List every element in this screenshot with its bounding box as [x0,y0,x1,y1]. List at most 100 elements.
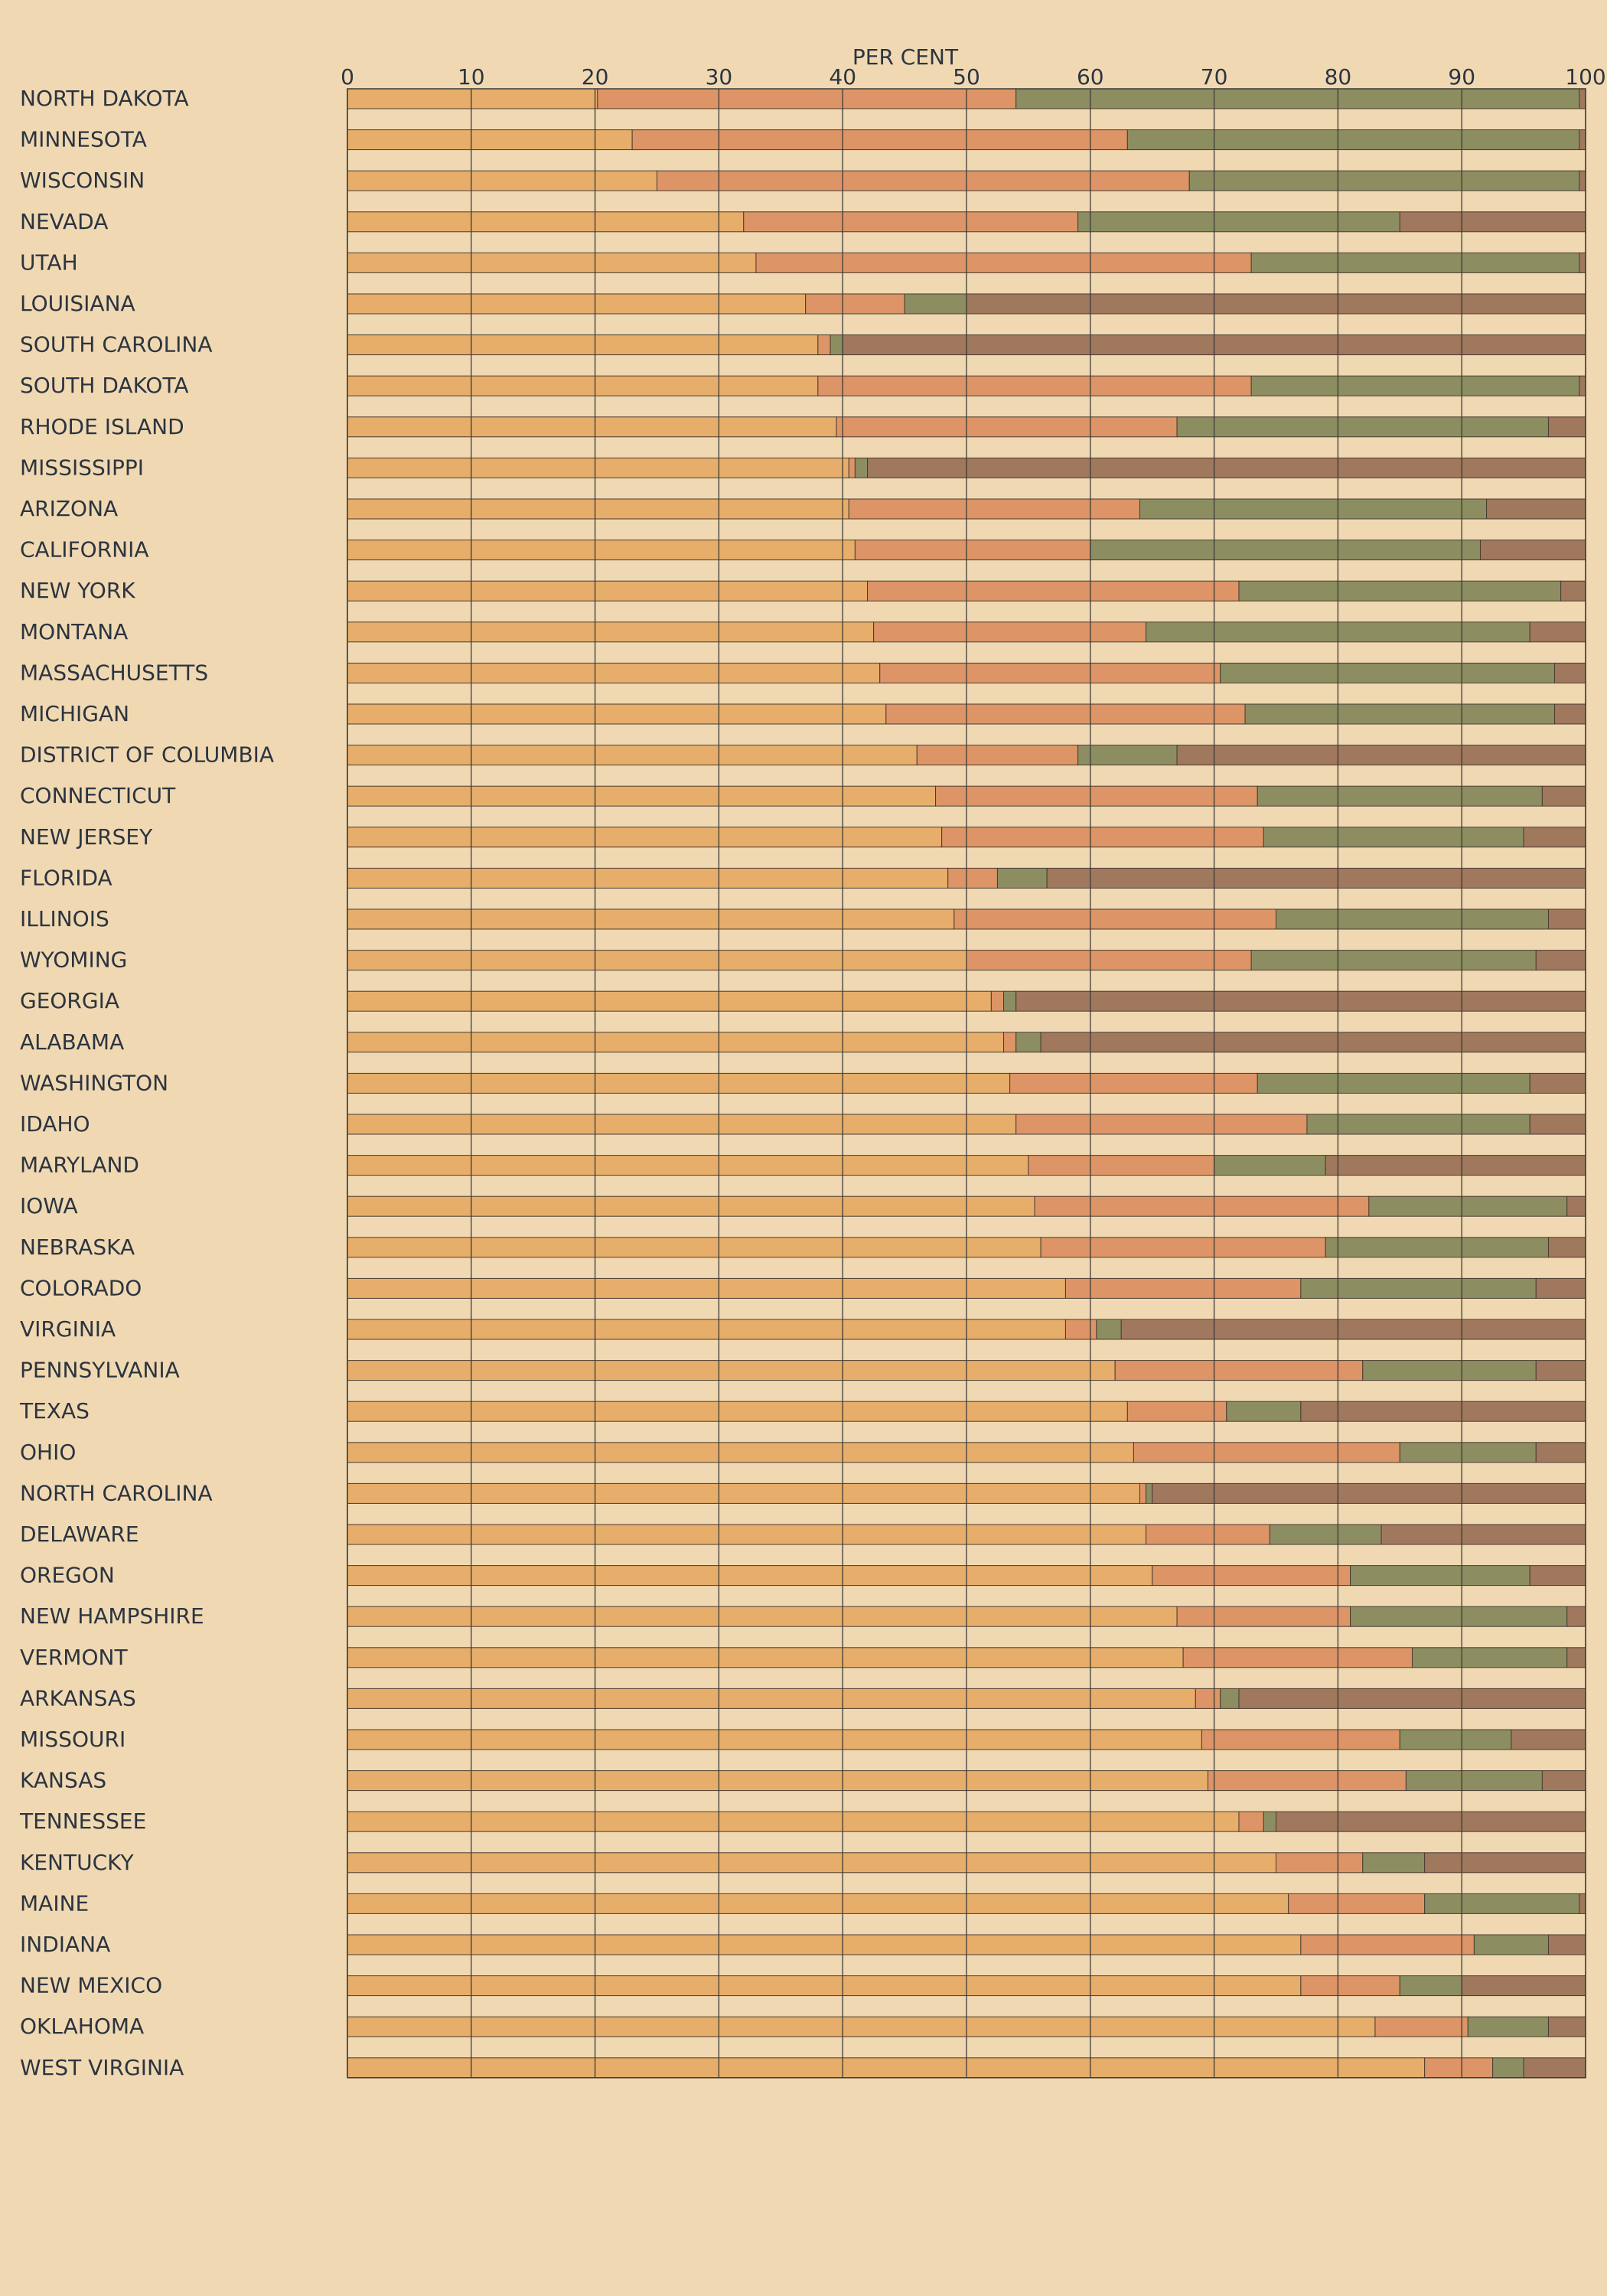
bar-segment [1362,1360,1537,1381]
bar-segment [1126,1401,1227,1422]
bar-segment [1120,1319,1586,1340]
bar-segment [1405,1770,1543,1792]
x-tick-label: 0 [341,64,354,90]
bar-segment [836,416,1178,438]
bar-segment [1473,1934,1549,1955]
state-label: RHODE ISLAND [20,414,184,439]
bar-segment [1300,1401,1586,1422]
bar-segment [1114,1360,1364,1381]
bar-segment [1541,1770,1586,1792]
bar-segment [1300,1277,1537,1299]
bar-segment [1541,785,1586,807]
state-label: ARIZONA [20,496,118,521]
bar-segment [1300,1975,1400,1997]
x-tick-label: 80 [1325,64,1352,90]
bar-segment [1276,1852,1364,1874]
state-label: DISTRICT OF COLUMBIA [20,742,274,768]
bar-segment [1096,1319,1122,1340]
bar-segment [347,1524,1147,1545]
bar-segment [879,662,1221,683]
bar-segment [1579,129,1586,151]
state-label: DELAWARE [20,1521,139,1547]
bar-segment [347,908,955,930]
bar-segment [347,1195,1035,1217]
bar-segment [347,1237,1041,1258]
bar-segment [1535,1360,1586,1381]
bar-segment [1244,703,1556,725]
state-label: NEW YORK [20,578,135,603]
state-label: PENNSYLVANIA [20,1358,180,1383]
bar-segment [347,1688,1196,1709]
bar-segment [347,293,807,315]
x-tick-label: 90 [1448,64,1475,90]
bar-segment [1009,1072,1258,1094]
bar-segment [1220,662,1556,683]
bar-segment [1238,580,1562,602]
bar-segment [1133,1442,1400,1463]
bar-segment [1424,1893,1580,1914]
bar-segment [1535,950,1586,971]
bar-segment [1040,1237,1326,1258]
bar-segment [1579,88,1586,109]
x-tick-label: 70 [1201,64,1228,90]
bar-segment [1566,1195,1586,1217]
bar-segment [347,1934,1302,1955]
bar-segment [347,170,657,191]
bar-segment [1523,2057,1586,2079]
bar-segment [347,1975,1302,1997]
bar-segment [848,498,1141,520]
state-label: OKLAHOMA [20,2014,144,2039]
state-label: FLORIDA [20,865,112,890]
state-label: ILLINOIS [20,906,109,931]
bar-segment [1399,211,1586,233]
bar-segment [1535,1442,1586,1463]
bar-segment [990,990,1005,1012]
bar-segment [817,375,1252,396]
bar-segment [817,334,831,356]
bar-segment [1139,498,1488,520]
bar-segment [947,867,998,889]
bar-segment [1547,2016,1586,2037]
state-label: TENNESSEE [19,1808,146,1834]
bar-segment [1554,662,1586,683]
bar-segment [1411,1647,1568,1668]
bar-segment [1257,785,1543,807]
bar-segment [347,88,598,109]
bar-segment [805,293,905,315]
bar-segment [1288,1893,1426,1914]
bar-segment [996,867,1048,889]
state-label: KANSAS [20,1768,106,1793]
bar-segment [1492,2057,1524,2079]
state-label: OREGON [20,1563,115,1588]
state-label: WASHINGTON [20,1070,168,1095]
state-label: TEXAS [19,1398,90,1424]
state-label: NEVADA [20,209,108,234]
bar-segment [347,498,849,520]
state-label: MINNESOTA [20,127,147,152]
bar-segment [347,1277,1066,1299]
bar-segment [1146,1482,1153,1504]
bar-segment [347,1647,1184,1668]
bar-segment [1300,1934,1475,1955]
bar-segment [347,416,837,438]
bar-segment [347,1360,1116,1381]
state-label: UTAH [20,249,78,275]
bar-segment [854,457,869,478]
bar-segment [1238,1811,1264,1832]
state-label: VERMONT [20,1645,128,1670]
bar-segment [1276,908,1549,930]
bar-segment [347,1729,1202,1750]
bar-segment [867,457,1586,478]
bar-segment [1424,1852,1586,1874]
bar-segment [1250,252,1580,273]
bar-segment [1306,1114,1530,1135]
bar-segment [1566,1606,1586,1627]
bar-segment [1511,1729,1586,1750]
bar-segment [916,745,1079,766]
bar-segment [657,170,1190,191]
bar-segment [1529,1565,1586,1587]
bar-segment [347,1770,1209,1792]
bar-segment [347,1811,1240,1832]
bar-segment [1547,908,1586,930]
bar-segment [1399,1975,1462,1997]
